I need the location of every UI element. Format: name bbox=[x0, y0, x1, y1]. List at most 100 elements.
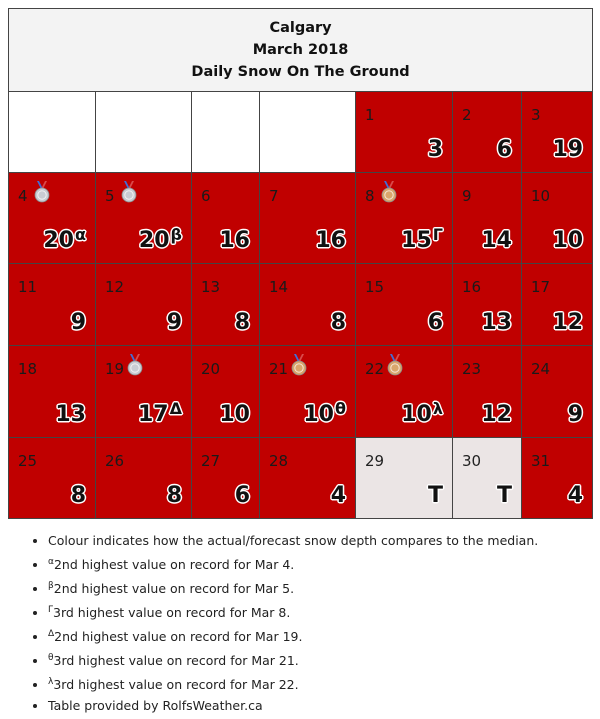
snow-depth-number: 15 bbox=[401, 228, 432, 253]
note-text: Colour indicates how the actual/forecast… bbox=[48, 533, 539, 548]
day-cell: 6 16 bbox=[191, 172, 260, 264]
day-cell: 16 13 bbox=[452, 263, 522, 346]
note-text: 3rd highest value on record for Mar 8. bbox=[53, 605, 291, 620]
day-number: 29 bbox=[365, 452, 385, 470]
note-text: 2nd highest value on record for Mar 5. bbox=[53, 581, 295, 596]
snow-depth-number: 20 bbox=[138, 228, 170, 253]
snow-depth-value: 4 bbox=[331, 483, 346, 508]
day-cell: 18 13 bbox=[8, 345, 96, 438]
note-marker: Δ bbox=[48, 629, 55, 639]
calendar-header: Calgary March 2018 Daily Snow On The Gro… bbox=[7, 8, 594, 92]
snow-depth-value: 20α bbox=[43, 225, 86, 253]
snow-depth-value: 12 bbox=[552, 310, 583, 335]
day-cell: 20 10 bbox=[191, 345, 260, 438]
note-item: λ3rd highest value on record for Mar 22. bbox=[48, 674, 592, 693]
day-cell: 31 4 bbox=[520, 437, 594, 519]
silver-medal-icon bbox=[120, 181, 138, 203]
snow-depth-number: T bbox=[427, 483, 443, 508]
day-number: 9 bbox=[462, 187, 472, 205]
snow-depth-value: 6 bbox=[497, 137, 512, 162]
snow-depth-number: 10 bbox=[303, 402, 334, 427]
week-row: 18 13 19 17Δ 20 10 21 10θ 22 10λ 23 12 24 9 bbox=[8, 345, 594, 438]
day-number: 8 bbox=[365, 187, 375, 205]
record-marker: θ bbox=[335, 399, 346, 418]
record-marker: α bbox=[75, 225, 86, 244]
snow-depth-value: 8 bbox=[331, 310, 346, 335]
day-cell: 29 T bbox=[355, 437, 453, 519]
empty-day-cell bbox=[259, 91, 356, 173]
day-number: 6 bbox=[201, 187, 211, 205]
day-cell: 13 8 bbox=[191, 263, 260, 346]
day-number: 14 bbox=[269, 278, 289, 296]
day-number: 2 bbox=[462, 106, 472, 124]
bronze-medal-icon bbox=[380, 181, 398, 203]
snow-depth-value: 6 bbox=[428, 310, 443, 335]
snow-depth-value: T bbox=[428, 483, 443, 508]
snow-depth-number: 8 bbox=[330, 310, 346, 335]
empty-day-cell bbox=[95, 91, 192, 173]
day-number: 20 bbox=[201, 360, 221, 378]
day-number: 1 bbox=[365, 106, 375, 124]
day-cell: 11 9 bbox=[8, 263, 96, 346]
snow-depth-number: 6 bbox=[234, 483, 250, 508]
note-text: 3rd highest value on record for Mar 22. bbox=[53, 677, 299, 692]
snow-depth-value: 8 bbox=[235, 310, 250, 335]
day-cell: 24 9 bbox=[520, 345, 594, 438]
snow-depth-value: 8 bbox=[71, 483, 86, 508]
day-cell: 19 17Δ bbox=[95, 345, 192, 438]
snow-depth-number: 14 bbox=[481, 228, 512, 253]
note-item: θ3rd highest value on record for Mar 21. bbox=[48, 650, 592, 669]
snow-depth-value: 6 bbox=[235, 483, 250, 508]
snow-depth-number: 4 bbox=[330, 483, 346, 508]
note-marker: θ bbox=[48, 653, 54, 663]
day-number: 24 bbox=[531, 360, 551, 378]
day-number: 16 bbox=[462, 278, 482, 296]
snow-depth-value: 14 bbox=[481, 228, 512, 253]
day-number: 3 bbox=[531, 106, 541, 124]
snow-depth-number: 3 bbox=[427, 137, 443, 162]
notes-list: Colour indicates how the actual/forecast… bbox=[8, 533, 592, 714]
note-text: Table provided by RolfsWeather.ca bbox=[48, 698, 263, 713]
day-cell: 17 12 bbox=[520, 263, 594, 346]
day-number: 5 bbox=[105, 187, 115, 205]
day-number: 21 bbox=[269, 360, 289, 378]
snow-depth-value: 10λ bbox=[401, 399, 443, 427]
day-number: 28 bbox=[269, 452, 289, 470]
table-title: Daily Snow On The Ground bbox=[191, 64, 410, 80]
day-number: 25 bbox=[18, 452, 38, 470]
note-text: 2nd highest value on record for Mar 4. bbox=[53, 557, 295, 572]
day-number: 30 bbox=[462, 452, 482, 470]
day-cell: 30 T bbox=[452, 437, 522, 519]
snow-depth-value: 19 bbox=[552, 137, 583, 162]
day-number: 26 bbox=[105, 452, 125, 470]
record-marker: Γ bbox=[432, 225, 443, 244]
snow-depth-number: 20 bbox=[43, 228, 74, 253]
snow-depth-number: 16 bbox=[219, 228, 250, 253]
day-cell: 26 8 bbox=[95, 437, 192, 519]
snow-depth-number: 8 bbox=[70, 483, 86, 508]
snow-depth-number: 8 bbox=[234, 310, 250, 335]
day-cell: 8 15Γ bbox=[355, 172, 453, 264]
day-number: 27 bbox=[201, 452, 221, 470]
snow-depth-number: 12 bbox=[481, 402, 512, 427]
day-number: 18 bbox=[18, 360, 38, 378]
snow-depth-number: T bbox=[496, 483, 512, 508]
snow-depth-number: 12 bbox=[552, 310, 584, 335]
day-number: 23 bbox=[462, 360, 482, 378]
snow-depth-number: 4 bbox=[567, 483, 584, 508]
day-number: 22 bbox=[365, 360, 385, 378]
snow-depth-value: 8 bbox=[167, 483, 182, 508]
snow-depth-number: 10 bbox=[219, 402, 250, 427]
bronze-medal-icon bbox=[290, 354, 308, 376]
note-marker: λ bbox=[48, 677, 54, 687]
day-cell: 27 6 bbox=[191, 437, 260, 519]
note-item: Colour indicates how the actual/forecast… bbox=[48, 533, 592, 549]
record-marker: λ bbox=[432, 399, 443, 418]
day-number: 31 bbox=[531, 452, 551, 470]
week-row: 11 9 12 9 13 8 14 8 15 6 16 13 17 12 bbox=[8, 263, 594, 346]
snow-depth-number: 16 bbox=[315, 228, 346, 253]
snow-depth-value: 16 bbox=[219, 228, 250, 253]
note-item: β2nd highest value on record for Mar 5. bbox=[48, 578, 592, 597]
snow-depth-number: 17 bbox=[137, 402, 169, 427]
